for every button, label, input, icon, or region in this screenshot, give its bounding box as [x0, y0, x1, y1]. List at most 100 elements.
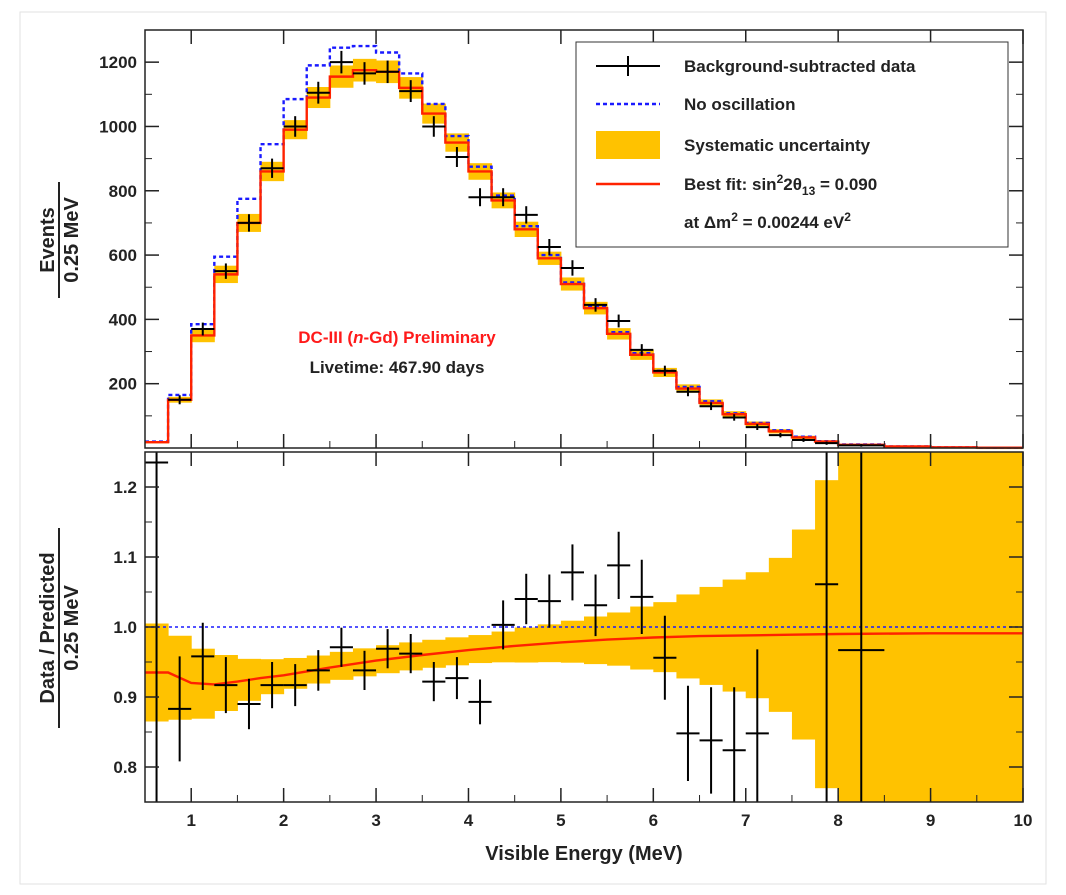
- data-point: [283, 116, 307, 137]
- top-y-label-numerator: Events: [37, 207, 59, 273]
- data-point: [352, 62, 377, 85]
- y-tick-label: 400: [109, 310, 137, 329]
- legend-fit-label: Best fit: sin22θ13 = 0.090: [684, 172, 877, 198]
- data-point: [376, 60, 400, 84]
- data-point: [815, 441, 839, 445]
- bottom-y-label-denominator: 0.25 MeV: [61, 585, 83, 671]
- data-point: [445, 147, 469, 167]
- data-point: [560, 260, 584, 276]
- data-point: [214, 263, 238, 279]
- legend-band-swatch: [596, 131, 660, 159]
- legend-noosc-label: No oscillation: [684, 95, 795, 114]
- experiment-annotation: DC-III (n-Gd) Preliminary: [298, 328, 496, 347]
- data-point: [653, 615, 677, 700]
- data-point: [191, 622, 215, 690]
- data-point: [283, 664, 307, 707]
- data-point: [745, 649, 769, 802]
- data-point: [214, 657, 238, 714]
- data-point: [399, 634, 423, 674]
- x-tick-label: 1: [186, 811, 195, 830]
- data-point: [722, 414, 746, 421]
- y-tick-label: 1.2: [113, 478, 137, 497]
- data-point: [329, 50, 353, 74]
- data-point: [168, 395, 192, 405]
- data-point: [514, 206, 538, 224]
- data-point: [237, 214, 261, 232]
- data-point: [260, 662, 284, 709]
- data-point: [653, 365, 677, 376]
- data-point: [722, 687, 746, 802]
- data-point: [699, 402, 723, 411]
- data-point: [768, 432, 792, 438]
- bottom-y-axis: 0.8 0.9 1.0 1.1 1.2: [113, 478, 1023, 803]
- x-tick-label: 4: [464, 811, 474, 830]
- data-points-top: [168, 50, 885, 447]
- legend-item-data: Background-subtracted data: [596, 56, 916, 76]
- data-point: [584, 574, 608, 637]
- data-point: [838, 452, 885, 802]
- y-tick-label: 200: [109, 375, 137, 394]
- data-point: [329, 627, 353, 667]
- top-plot-frame: [144, 29, 1024, 449]
- data-point: [237, 678, 261, 730]
- x-tick-label: 10: [1014, 811, 1033, 830]
- bottom-y-label-numerator: Data / Predicted: [37, 552, 59, 703]
- data-point: [699, 687, 723, 794]
- top-y-label-denominator: 0.25 MeV: [61, 197, 83, 283]
- top-y-label: Events 0.25 MeV: [37, 182, 83, 298]
- data-point: [676, 387, 700, 397]
- legend-syst-label: Systematic uncertainty: [684, 136, 871, 155]
- data-point: [815, 452, 839, 802]
- data-point: [745, 424, 769, 430]
- data-point: [168, 656, 192, 762]
- data-point: [537, 574, 561, 628]
- legend-data-label: Background-subtracted data: [684, 57, 916, 76]
- data-point: [376, 629, 400, 669]
- data-point: [791, 438, 816, 442]
- x-tick-label: 2: [279, 811, 288, 830]
- livetime-annotation: Livetime: 467.90 days: [310, 358, 485, 377]
- x-tick-label: 9: [926, 811, 935, 830]
- data-point: [491, 600, 515, 650]
- data-point: [630, 559, 654, 634]
- data-point: [838, 444, 885, 447]
- data-point: [422, 662, 446, 702]
- x-axis-label: Visible Energy (MeV): [485, 843, 682, 865]
- data-point: [306, 81, 330, 104]
- top-panel: 200 400 600 800 1000 1200 Events 0.25 MeV Bac…: [37, 29, 1024, 450]
- y-tick-label: 600: [109, 246, 137, 265]
- x-tick-label: 8: [833, 811, 842, 830]
- data-point: [422, 116, 446, 137]
- data-point: [260, 158, 284, 178]
- data-point: [399, 80, 423, 103]
- data-point: [306, 650, 330, 691]
- bottom-panel: 0.8 0.9 1.0 1.1 1.2 1 2 3 4 5 6 7 8 9 10 Data / Predi…: [37, 441, 1032, 865]
- data-point: [514, 573, 538, 625]
- legend-fit-label-line2: at Δm2 = 0.00244 eV2: [684, 210, 851, 232]
- data-point: [491, 188, 515, 207]
- legend: Background-subtracted data No oscillatio…: [575, 41, 1009, 248]
- x-tick-label: 3: [371, 811, 380, 830]
- x-tick-label: 6: [649, 811, 658, 830]
- x-tick-label: 7: [741, 811, 750, 830]
- y-tick-label: 1.0: [113, 618, 137, 637]
- data-point: [468, 679, 492, 725]
- y-tick-label: 0.8: [113, 758, 137, 777]
- data-point: [584, 298, 608, 312]
- data-point: [630, 344, 654, 356]
- top-y-axis: 200 400 600 800 1000 1200: [99, 53, 1023, 417]
- data-point: [468, 188, 492, 207]
- legend-item-systematic: Systematic uncertainty: [596, 131, 871, 159]
- y-tick-label: 1200: [99, 53, 137, 72]
- data-point: [607, 314, 631, 328]
- data-point: [352, 650, 377, 690]
- legend-item-best-fit: Best fit: sin22θ13 = 0.090 at Δm2 = 0.00…: [596, 172, 877, 232]
- data-point: [445, 657, 469, 700]
- bottom-x-axis: 1 2 3 4 5 6 7 8 9 10: [144, 441, 1033, 830]
- x-tick-label: 5: [556, 811, 565, 830]
- data-point: [560, 544, 584, 601]
- data-point: [537, 239, 561, 256]
- y-tick-label: 1000: [99, 117, 137, 136]
